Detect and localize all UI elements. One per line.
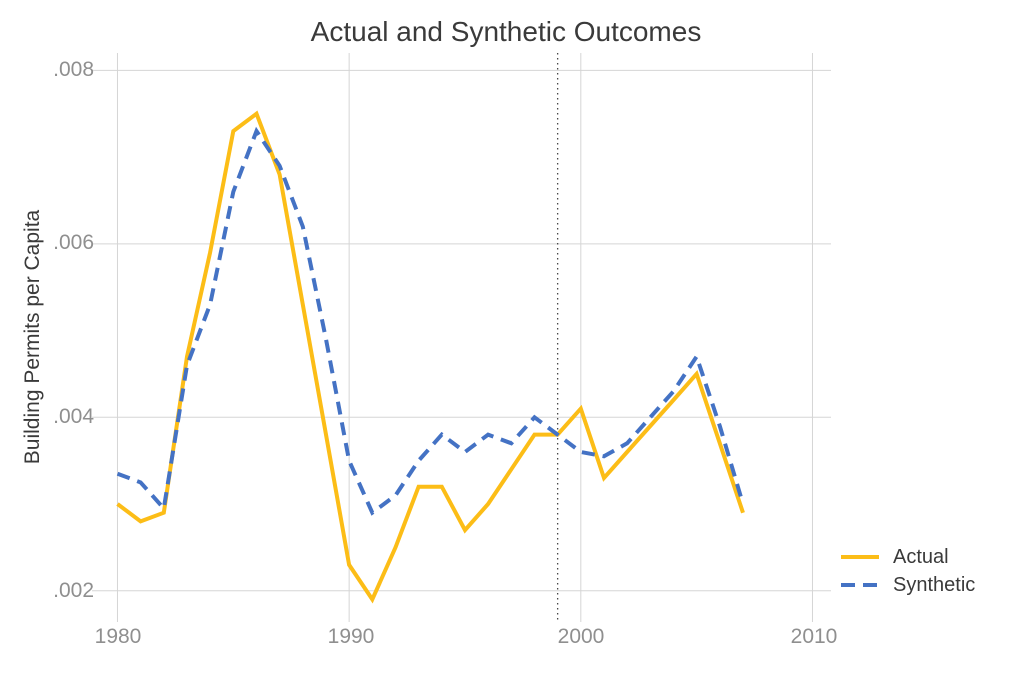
- synthetic-line-swatch: [841, 583, 879, 587]
- legend: Actual Synthetic: [840, 545, 975, 601]
- legend-label: Synthetic: [893, 574, 976, 596]
- x-tick-label: 2000: [557, 625, 605, 648]
- y-tick-label: .008: [53, 58, 94, 81]
- series-line-actual: [116, 110, 745, 604]
- actual-line-swatch: [841, 555, 879, 559]
- y-tick-label: .006: [53, 231, 94, 254]
- legend-item-synthetic: Synthetic: [840, 573, 975, 597]
- y-tick-label: .002: [53, 579, 94, 602]
- x-tick-label: 2010: [790, 625, 838, 648]
- chart-title: Actual and Synthetic Outcomes: [310, 16, 702, 47]
- x-tick-label: 1990: [327, 625, 375, 648]
- x-tick-label: 1980: [94, 625, 142, 648]
- series-line-synthetic: [116, 126, 745, 516]
- legend-item-actual: Actual: [840, 545, 975, 569]
- y-tick-label: .004: [53, 405, 94, 428]
- legend-label: Actual: [893, 546, 949, 568]
